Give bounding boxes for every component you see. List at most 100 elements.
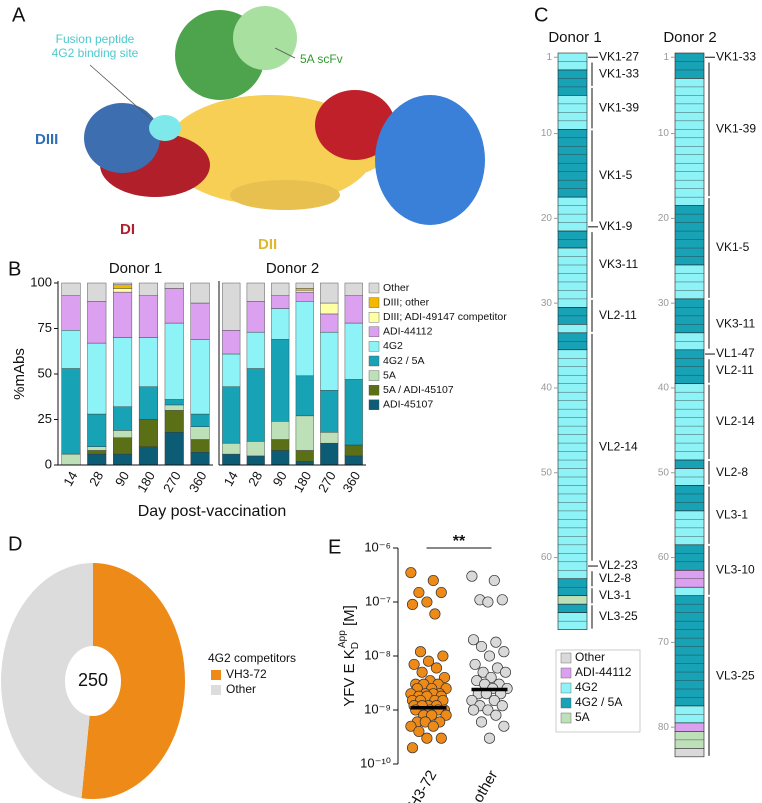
cell-run xyxy=(674,485,705,512)
bar-segment xyxy=(222,330,241,355)
center-label: 250 xyxy=(78,670,108,690)
legend-swatch xyxy=(368,297,380,308)
data-point xyxy=(437,650,449,662)
cell-run xyxy=(674,52,705,79)
subplot-title: Donor 2 xyxy=(266,260,319,277)
cell-run xyxy=(674,383,705,461)
donut-hole xyxy=(65,646,121,716)
data-point xyxy=(406,598,419,611)
data-point xyxy=(482,596,494,608)
bar-segment xyxy=(87,282,107,302)
x-tick-label: 14 xyxy=(60,469,80,489)
y-tick-label: 20 xyxy=(658,213,670,224)
bar-segment xyxy=(164,399,184,406)
bar-segment xyxy=(246,455,265,466)
group-label: VK1-5 xyxy=(599,168,633,182)
data-point xyxy=(435,732,447,744)
data-point xyxy=(467,634,480,646)
group-label: VL3-1 xyxy=(599,588,631,602)
y-tick-label: 75 xyxy=(38,320,52,335)
bar-segment xyxy=(271,450,290,466)
structure-label: Fusion peptide xyxy=(56,32,135,46)
y-tick-label: 70 xyxy=(658,637,670,648)
bar-segment xyxy=(295,282,314,289)
bar-segment xyxy=(164,410,184,433)
x-tick-label: 90 xyxy=(112,469,132,489)
group-label: VK3-11 xyxy=(716,317,755,331)
bar-segment xyxy=(190,439,210,453)
bar-segment xyxy=(246,331,265,369)
panel-label: A xyxy=(12,4,26,26)
legend-swatch xyxy=(368,399,380,410)
bar-segment xyxy=(320,390,339,433)
data-point xyxy=(413,725,425,738)
legend-swatch xyxy=(560,697,572,709)
group-label: VL2-8 xyxy=(716,465,748,479)
cell-run xyxy=(674,722,705,732)
group-label: VL3-25 xyxy=(716,668,755,682)
group-label: VK1-27 xyxy=(599,49,639,63)
structure-label: 5A scFv xyxy=(300,52,343,66)
y-tick-label: 10⁻⁷ xyxy=(365,593,391,608)
y-tick-label: 40 xyxy=(541,383,553,394)
data-point xyxy=(413,586,425,599)
data-point xyxy=(430,662,443,674)
y-tick-label: 10⁻⁶ xyxy=(364,539,391,554)
bar-segment xyxy=(222,386,241,444)
y-axis-label: %mAbs xyxy=(11,348,28,400)
bar-segment xyxy=(295,450,314,462)
group-label: VK1-5 xyxy=(716,240,750,254)
bar-segment xyxy=(61,330,81,369)
group-label: VK1-33 xyxy=(599,66,639,80)
x-tick-label: 360 xyxy=(186,469,210,495)
data-point xyxy=(414,646,427,658)
group-label: VL2-11 xyxy=(716,363,754,377)
data-point xyxy=(475,716,488,728)
group-label: VK3-11 xyxy=(599,257,638,271)
subplot-title: Donor 1 xyxy=(548,29,601,46)
data-point xyxy=(483,732,496,744)
bar-segment xyxy=(295,301,314,377)
group-label: VL2-23 xyxy=(599,558,638,572)
cell-run xyxy=(674,459,705,469)
bar-segment xyxy=(138,337,158,387)
cell-run xyxy=(674,205,705,266)
data-point xyxy=(469,658,481,670)
bar-segment xyxy=(113,288,133,293)
bar-segment xyxy=(87,450,107,455)
bar-segment xyxy=(190,426,210,440)
y-tick-label: 10⁻¹⁰ xyxy=(360,755,391,770)
y-tick-label: 50 xyxy=(38,365,52,380)
subplot-title: Donor 2 xyxy=(663,29,716,46)
legend-label: Other xyxy=(226,682,256,696)
cell-run xyxy=(674,595,705,707)
y-tick-label: 30 xyxy=(658,298,670,309)
bar-segment xyxy=(222,453,241,466)
data-point xyxy=(416,666,428,678)
group-label: VK1-39 xyxy=(716,121,756,135)
y-tick-label: 60 xyxy=(658,552,670,563)
data-point xyxy=(477,666,489,678)
bar-segment xyxy=(295,375,314,417)
y-tick-label: 10⁻⁹ xyxy=(364,701,391,716)
legend-swatch xyxy=(560,682,572,694)
bar-segment xyxy=(190,413,210,427)
bar-segment xyxy=(344,322,363,380)
bar-segment xyxy=(271,282,290,296)
cell-run xyxy=(674,748,705,758)
legend-swatch xyxy=(211,670,221,680)
data-point xyxy=(488,574,500,587)
legend-label: Other xyxy=(383,282,410,294)
x-tick-label: 270 xyxy=(315,469,339,495)
y-tick-label: 10 xyxy=(658,128,670,139)
x-tick-label: 14 xyxy=(221,469,241,489)
protein-structure xyxy=(84,6,485,225)
data-point xyxy=(466,570,478,582)
x-tick-label: VH3-72 xyxy=(400,767,440,803)
bar-segment xyxy=(271,439,290,451)
bar-segment xyxy=(271,339,290,422)
bar-segment xyxy=(271,295,290,309)
bar-segment xyxy=(164,432,184,466)
x-tick-label: 180 xyxy=(134,469,158,495)
bar-segment xyxy=(113,430,133,438)
